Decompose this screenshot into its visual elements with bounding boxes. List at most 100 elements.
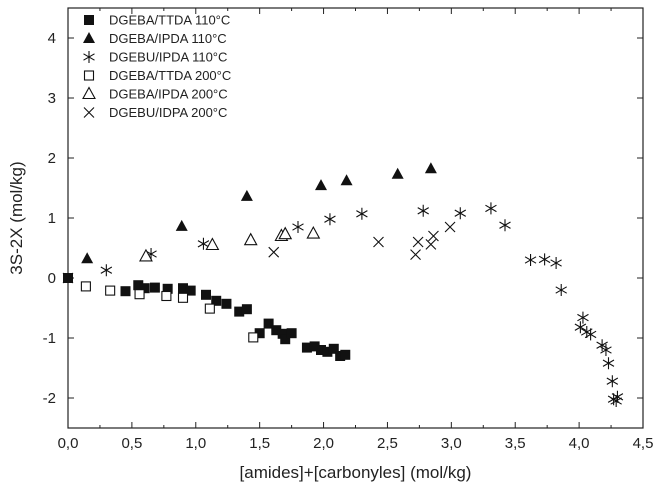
data-point — [286, 328, 297, 339]
y-tick-label: -1 — [43, 330, 56, 347]
data-point — [175, 219, 188, 231]
legend-label: DGEBU/IPDA 110°C — [109, 50, 227, 65]
legend: DGEBA/TTDA 110°C DGEBA/IPDA 110°C DGEBU/IP… — [82, 13, 231, 120]
data-point — [611, 390, 624, 403]
data-point — [412, 236, 424, 248]
series-open-triangle — [139, 225, 321, 262]
x-tick-label: 3,0 — [441, 435, 462, 452]
x-tick-label: 1,0 — [185, 435, 206, 452]
y-tick-label: 2 — [48, 150, 56, 167]
x-tick-label: 0,0 — [58, 435, 79, 452]
data-point — [574, 321, 587, 334]
data-point — [139, 283, 150, 294]
data-point — [105, 285, 116, 296]
data-point — [499, 219, 511, 232]
data-point — [133, 280, 144, 291]
data-point — [81, 252, 94, 264]
data-point — [197, 237, 210, 250]
series-filled-square — [63, 273, 351, 361]
series-asterisk — [100, 202, 624, 407]
data-point — [185, 285, 196, 296]
data-point — [254, 328, 265, 339]
data-point — [485, 202, 497, 215]
legend-marker — [83, 107, 95, 118]
data-point — [425, 239, 437, 250]
data-point — [134, 289, 145, 300]
data-point — [584, 328, 597, 341]
data-point — [340, 349, 351, 360]
x-tick-label: 4,5 — [633, 435, 653, 452]
y-tick-label: -2 — [43, 390, 56, 407]
data-point — [335, 351, 346, 361]
data-point — [62, 272, 74, 284]
data-point — [391, 167, 404, 179]
data-point — [240, 189, 253, 201]
legend-label: DGEBU/IDPA 200°C — [109, 105, 227, 120]
legend-marker — [83, 51, 95, 63]
data-point — [161, 290, 172, 302]
data-point — [100, 264, 113, 277]
data-point — [316, 345, 326, 355]
data-point — [204, 303, 215, 314]
data-point — [555, 284, 567, 296]
data-point — [278, 226, 293, 240]
data-point — [248, 332, 259, 343]
legend-marker — [84, 15, 94, 25]
data-point — [292, 221, 304, 233]
data-point — [268, 246, 280, 258]
data-points — [62, 162, 624, 407]
data-point — [444, 221, 456, 233]
legend-label: DGEBA/TTDA 200°C — [109, 68, 231, 83]
x-tick-label: 0,5 — [121, 435, 142, 452]
data-point — [602, 357, 615, 370]
legend-marker — [83, 70, 95, 81]
data-point — [577, 311, 589, 324]
x-tick-label: 1,5 — [249, 435, 270, 452]
data-point — [120, 286, 131, 297]
series-open-square — [80, 281, 259, 343]
data-point — [241, 304, 252, 315]
data-point — [524, 254, 537, 266]
legend-label: DGEBA/TTDA 110°C — [109, 13, 230, 28]
data-point — [610, 395, 622, 407]
x-axis-title: [amides]+[carbonyles] (mol/kg) — [240, 463, 472, 482]
data-point — [550, 257, 562, 269]
series-x-cross — [62, 221, 456, 284]
data-point — [271, 325, 282, 336]
data-point — [356, 207, 368, 220]
data-point — [162, 283, 173, 294]
data-point — [538, 253, 551, 266]
data-point — [340, 174, 353, 186]
data-point — [243, 232, 258, 246]
data-point — [306, 225, 321, 239]
data-point — [424, 162, 437, 174]
data-point — [201, 289, 211, 300]
x-tick-label: 3,5 — [505, 435, 526, 452]
x-tick-label: 2,0 — [313, 435, 334, 452]
data-point — [606, 375, 619, 388]
data-point — [263, 318, 274, 329]
legend-label: DGEBA/IPDA 200°C — [109, 87, 228, 102]
data-point — [417, 204, 429, 217]
data-point — [301, 342, 312, 353]
y-tick-label: 4 — [48, 30, 56, 47]
series-filled-triangle — [81, 162, 437, 264]
y-axis-title: 3S-2X (mol/kg) — [7, 161, 26, 274]
data-point — [280, 334, 291, 345]
data-point — [428, 230, 439, 242]
data-point — [221, 298, 232, 309]
legend-label: DGEBA/IPDA 110°C — [109, 31, 227, 46]
data-point — [373, 236, 384, 248]
data-point — [178, 283, 188, 294]
data-point — [315, 179, 327, 191]
data-point — [277, 328, 288, 339]
x-tick-label: 4,0 — [569, 435, 590, 452]
data-point — [324, 213, 336, 226]
data-point — [410, 249, 421, 260]
data-point — [80, 281, 91, 292]
data-point — [234, 306, 245, 317]
data-point — [600, 344, 612, 356]
y-tick-label: 0 — [48, 270, 56, 287]
data-point — [328, 343, 339, 354]
